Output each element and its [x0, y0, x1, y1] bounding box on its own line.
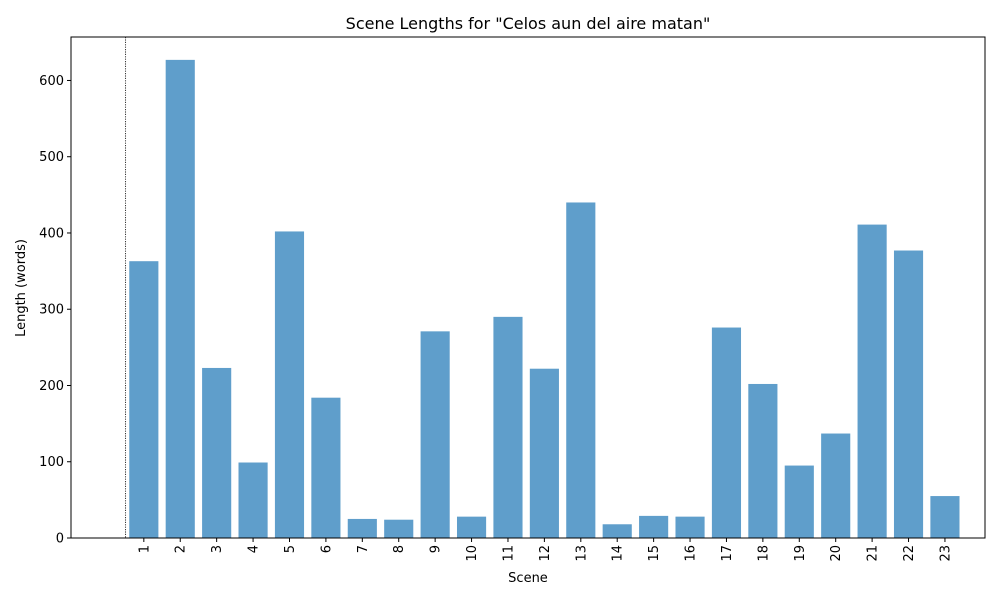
- bar-scene-10: [456, 516, 487, 538]
- x-tick-label: 12: [538, 545, 553, 562]
- bar-scene-8: [384, 519, 414, 538]
- x-tick-label: 19: [793, 545, 808, 562]
- bar-scene-5: [274, 231, 305, 538]
- x-tick-label: 18: [756, 545, 771, 562]
- x-tick-label: 6: [319, 545, 334, 553]
- y-tick-label: 500: [39, 150, 64, 165]
- x-tick-label: 1: [137, 545, 152, 553]
- x-axis-label: Scene: [508, 571, 548, 586]
- y-axis-label: Length (words): [14, 239, 29, 337]
- bar-scene-12: [529, 368, 559, 538]
- bar-scene-21: [857, 224, 887, 538]
- bar-scene-17: [711, 327, 742, 538]
- bar-scene-7: [347, 518, 377, 538]
- x-tick-label: 21: [866, 545, 881, 562]
- bar-scene-6: [311, 397, 341, 538]
- y-tick-label: 0: [56, 532, 64, 547]
- x-tick-label: 23: [938, 545, 953, 562]
- bar-scene-3: [202, 367, 232, 538]
- y-tick-label: 200: [39, 379, 64, 394]
- bar-scene-14: [602, 524, 632, 538]
- x-tick-label: 16: [684, 545, 699, 562]
- y-tick-label: 400: [39, 226, 64, 241]
- bar-scene-1: [129, 261, 159, 538]
- y-tick-label: 100: [39, 455, 64, 470]
- x-tick-label: 14: [611, 545, 626, 562]
- x-tick-label: 8: [392, 545, 407, 553]
- bar-scene-20: [821, 433, 851, 538]
- x-tick-label: 4: [247, 545, 262, 553]
- x-tick-label: 9: [429, 545, 444, 553]
- x-tick-label: 22: [902, 545, 917, 562]
- x-tick-label: 5: [283, 545, 298, 553]
- x-tick-label: 11: [501, 545, 516, 562]
- bar-scene-23: [930, 496, 960, 538]
- x-tick-label: 10: [465, 545, 480, 562]
- bar-scene-11: [493, 316, 523, 538]
- x-tick-label: 7: [356, 545, 371, 553]
- chart-title: Scene Lengths for "Celos aun del aire ma…: [346, 14, 711, 33]
- y-tick-label: 600: [39, 74, 64, 89]
- x-tick-label: 3: [210, 545, 225, 553]
- bar-scene-2: [165, 59, 195, 539]
- bar-scene-13: [566, 202, 596, 538]
- bar-scene-15: [639, 515, 669, 538]
- bar-scene-22: [893, 250, 924, 538]
- x-tick-label: 2: [174, 545, 189, 553]
- bar-scene-16: [675, 516, 705, 538]
- x-tick-label: 13: [574, 545, 589, 562]
- y-tick-label: 300: [39, 303, 64, 318]
- bar-scene-9: [420, 331, 450, 538]
- x-tick-label: 17: [720, 545, 735, 562]
- bar-scene-19: [784, 465, 814, 538]
- x-tick-label: 20: [829, 545, 844, 562]
- plot-frame: [70, 36, 986, 539]
- bar-scene-4: [238, 462, 268, 538]
- x-tick-label: 15: [647, 545, 662, 562]
- bar-scene-18: [748, 383, 778, 538]
